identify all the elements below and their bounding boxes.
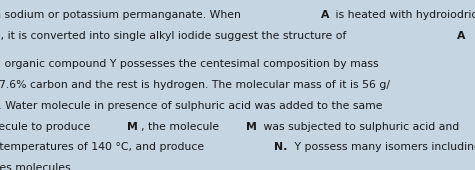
- Text: is heated with hydroiodric: is heated with hydroiodric: [332, 10, 475, 20]
- Text: molecule to produce: molecule to produce: [0, 122, 94, 132]
- Text: cycles molecules: cycles molecules: [0, 163, 70, 170]
- Text: N.: N.: [274, 142, 287, 152]
- Text: A: A: [457, 31, 466, 41]
- Text: the temperatures of 140 °C, and produce: the temperatures of 140 °C, and produce: [0, 142, 207, 152]
- Text: Y possess many isomers including: Y possess many isomers including: [291, 142, 475, 152]
- Text: M: M: [247, 122, 257, 132]
- Text: was subjected to sulphuric acid and: was subjected to sulphuric acid and: [260, 122, 460, 132]
- Text: A: A: [321, 10, 330, 20]
- Text: , the molecule: , the molecule: [141, 122, 223, 132]
- Text: organic compound Y possesses the centesimal composition by mass: organic compound Y possesses the centesi…: [0, 59, 378, 69]
- Text: M: M: [127, 122, 138, 132]
- Text: mol. Water molecule in presence of sulphuric acid was added to the same: mol. Water molecule in presence of sulph…: [0, 101, 382, 111]
- Text: acid, it is converted into single alkyl iodide suggest the structure of: acid, it is converted into single alkyl …: [0, 31, 350, 41]
- Text: with sodium or potassium permanganate. When: with sodium or potassium permanganate. W…: [0, 10, 244, 20]
- Text: of 87.6% carbon and the rest is hydrogen. The molecular mass of it is 56 g/: of 87.6% carbon and the rest is hydrogen…: [0, 80, 390, 90]
